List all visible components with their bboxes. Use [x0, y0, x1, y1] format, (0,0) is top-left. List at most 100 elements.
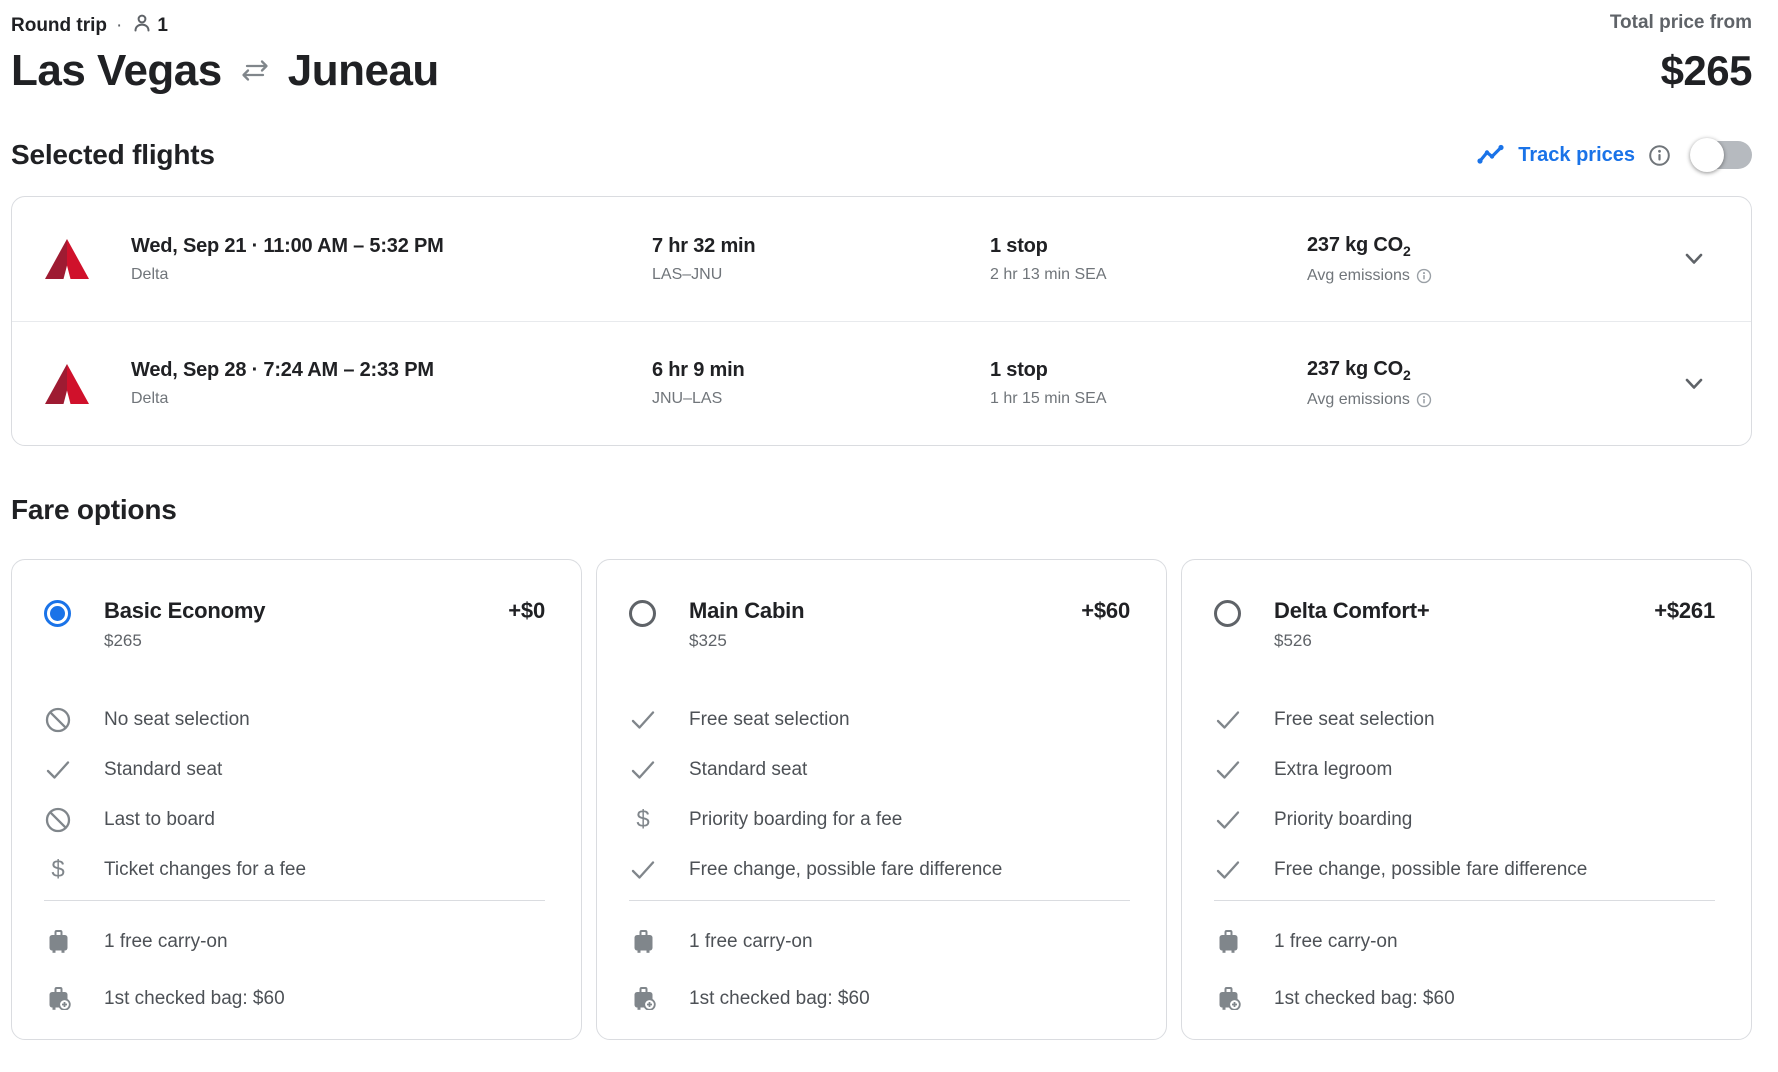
baggage-row: 1st checked bag: $60	[44, 970, 545, 1027]
info-icon[interactable]	[1416, 392, 1432, 408]
fare-header: Main Cabin $325 +$60	[629, 598, 1130, 651]
flight-duration-col: 6 hr 9 min JNU–LAS	[652, 359, 990, 408]
fare-radio-unselected[interactable]	[1214, 600, 1241, 627]
fare-feature: Standard seat	[44, 745, 545, 795]
fare-name: Main Cabin	[689, 598, 805, 623]
info-icon[interactable]	[1416, 268, 1432, 284]
flight-datetime: Wed, Sep 21 · 11:00 AM – 5:32 PM	[131, 234, 444, 257]
selected-flights-title: Selected flights	[11, 139, 215, 170]
flight-datetime-col: Wed, Sep 28 · 7:24 AM – 2:33 PM Delta	[131, 359, 652, 408]
fare-feature: Free seat selection	[629, 695, 1130, 745]
fare-name: Delta Comfort+	[1274, 598, 1430, 623]
divider	[629, 900, 1130, 901]
flight-duration-col: 7 hr 32 min LAS–JNU	[652, 235, 990, 284]
flight-stops: 1 stop	[990, 234, 1048, 257]
delta-logo	[44, 238, 90, 280]
chevron-down-icon[interactable]	[1681, 251, 1707, 267]
delta-logo	[44, 363, 90, 405]
check-icon	[1214, 759, 1242, 781]
fare-header: Basic Economy $265 +$0	[44, 598, 545, 651]
flight-booking-page: Round trip · 1 Total price from Las Vega…	[11, 10, 1753, 1040]
fare-price: $526	[1274, 631, 1312, 650]
track-prices-toggle[interactable]	[1690, 138, 1752, 172]
check-icon	[44, 759, 72, 781]
total-price-value: $265	[1660, 47, 1753, 94]
fare-options-section: Fare options Basic Economy $265 +$0 No s…	[11, 494, 1752, 1040]
divider	[44, 900, 545, 901]
fare-feature: Priority boarding	[1214, 795, 1715, 845]
check-icon	[629, 859, 657, 881]
fare-feature-list: Free seat selection Extra legroom Priori…	[1214, 695, 1715, 895]
fare-feature: Standard seat	[629, 745, 1130, 795]
baggage-list: 1 free carry-on 1st checked bag: $60	[1214, 901, 1715, 1027]
trip-meta: Round trip · 1	[11, 10, 168, 40]
checked-bag-add-icon	[1214, 987, 1242, 1010]
fare-feature: Last to board	[44, 795, 545, 845]
flight-row-return[interactable]: Wed, Sep 28 · 7:24 AM – 2:33 PM Delta 6 …	[12, 321, 1751, 445]
fare-card-basic-economy[interactable]: Basic Economy $265 +$0 No seat selection…	[11, 559, 582, 1040]
destination-city: Juneau	[287, 46, 440, 95]
fare-titles: Delta Comfort+ $526	[1274, 598, 1654, 651]
flight-stops-col: 1 stop 2 hr 13 min SEA	[990, 235, 1307, 284]
passenger-count[interactable]: 1	[131, 12, 168, 40]
fare-card-delta-comfort-plus[interactable]: Delta Comfort+ $526 +$261 Free seat sele…	[1181, 559, 1752, 1040]
flight-emissions-col: 237 kg CO2 Avg emissions	[1307, 234, 1432, 285]
flight-route: JNU–LAS	[652, 390, 723, 407]
check-icon	[1214, 859, 1242, 881]
flight-co2: 237 kg CO2	[1307, 233, 1411, 259]
check-icon	[1214, 709, 1242, 731]
carry-on-bag-icon	[1214, 930, 1242, 953]
separator-dot: ·	[116, 15, 123, 36]
flight-emissions-col: 237 kg CO2 Avg emissions	[1307, 358, 1432, 409]
checked-bag-add-icon	[44, 987, 72, 1010]
fare-feature-list: Free seat selection Standard seat $ Prio…	[629, 695, 1130, 895]
baggage-list: 1 free carry-on 1st checked bag: $60	[629, 901, 1130, 1027]
fare-radio-unselected[interactable]	[629, 600, 656, 627]
flight-row-outbound[interactable]: Wed, Sep 21 · 11:00 AM – 5:32 PM Delta 7…	[12, 197, 1751, 321]
checked-bag-add-icon	[629, 987, 657, 1010]
swap-route-icon	[238, 59, 272, 83]
chevron-down-icon[interactable]	[1681, 376, 1707, 392]
fare-feature: Free change, possible fare difference	[1214, 845, 1715, 895]
flight-route: LAS–JNU	[652, 265, 723, 283]
fare-feature: Free change, possible fare difference	[629, 845, 1130, 895]
info-icon[interactable]	[1648, 144, 1671, 167]
flight-co2: 237 kg CO2	[1307, 358, 1411, 383]
baggage-row: 1st checked bag: $60	[629, 970, 1130, 1027]
fare-price-delta: +$60	[1081, 598, 1130, 623]
toggle-knob	[1690, 138, 1724, 172]
fare-options-title: Fare options	[11, 494, 177, 525]
flight-emissions-note: Avg emissions	[1307, 391, 1432, 409]
fare-price: $265	[104, 631, 142, 650]
fare-radio-selected[interactable]	[44, 600, 71, 627]
fare-feature: Extra legroom	[1214, 745, 1715, 795]
flight-airline: Delta	[131, 390, 169, 407]
check-icon	[629, 709, 657, 731]
flight-duration: 7 hr 32 min	[652, 234, 756, 257]
flight-emissions-note: Avg emissions	[1307, 267, 1432, 285]
selected-flights-header-row: Selected flights Track prices	[11, 138, 1752, 172]
total-price-label: Total price from	[1609, 12, 1752, 33]
fare-name: Basic Economy	[104, 598, 266, 623]
flight-datetime-col: Wed, Sep 21 · 11:00 AM – 5:32 PM Delta	[131, 235, 652, 284]
passenger-count-value: 1	[157, 15, 168, 36]
fare-feature: Free seat selection	[1214, 695, 1715, 745]
fare-price-delta: +$261	[1654, 598, 1715, 623]
baggage-row: 1 free carry-on	[1214, 913, 1715, 970]
dollar-icon: $	[636, 806, 650, 833]
track-prices-control: Track prices	[1477, 138, 1752, 172]
flight-airline: Delta	[131, 265, 169, 283]
fare-price-delta: +$0	[508, 598, 545, 623]
fare-card-main-cabin[interactable]: Main Cabin $325 +$60 Free seat selection…	[596, 559, 1167, 1040]
baggage-row: 1 free carry-on	[44, 913, 545, 970]
baggage-row: 1st checked bag: $60	[1214, 970, 1715, 1027]
track-prices-button[interactable]: Track prices	[1518, 143, 1635, 166]
flight-stop-detail: 2 hr 13 min SEA	[990, 265, 1107, 283]
fare-feature: $ Priority boarding for a fee	[629, 795, 1130, 845]
fare-grid: Basic Economy $265 +$0 No seat selection…	[11, 559, 1752, 1040]
route-header: Las Vegas Juneau $265	[11, 46, 1753, 96]
fare-header: Delta Comfort+ $526 +$261	[1214, 598, 1715, 651]
dollar-icon: $	[51, 856, 65, 883]
selected-flights-list: Wed, Sep 21 · 11:00 AM – 5:32 PM Delta 7…	[11, 196, 1752, 446]
flight-duration: 6 hr 9 min	[652, 359, 745, 381]
